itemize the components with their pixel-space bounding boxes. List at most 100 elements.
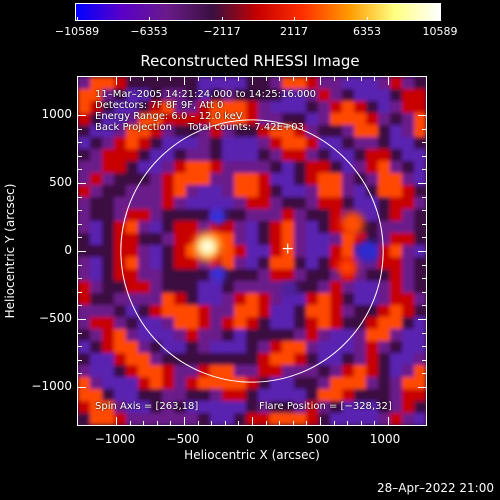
image-pixel xyxy=(102,89,114,101)
image-pixel xyxy=(354,185,366,197)
image-pixel xyxy=(390,185,402,197)
emission-source xyxy=(210,209,227,226)
x-axis-tick xyxy=(333,77,335,81)
image-pixel xyxy=(162,185,174,197)
image-pixel xyxy=(270,305,282,317)
y-axis-tick xyxy=(78,237,82,239)
image-pixel xyxy=(306,161,318,173)
image-pixel xyxy=(402,137,414,149)
image-pixel xyxy=(210,293,222,305)
x-tick-label: 0 xyxy=(246,432,254,446)
image-pixel xyxy=(378,401,390,413)
image-pixel xyxy=(366,281,378,293)
image-pixel xyxy=(390,89,402,101)
image-pixel xyxy=(126,113,138,125)
image-pixel xyxy=(174,209,186,221)
colorbar-tick xyxy=(367,17,368,21)
image-pixel xyxy=(318,161,330,173)
image-pixel xyxy=(234,377,246,389)
image-pixel xyxy=(366,149,378,161)
image-pixel xyxy=(162,245,174,257)
emission-source xyxy=(202,241,213,252)
image-pixel xyxy=(234,149,246,161)
image-pixel xyxy=(222,77,234,89)
x-axis-tick xyxy=(143,421,145,425)
image-pixel xyxy=(246,101,258,113)
image-pixel xyxy=(318,137,330,149)
image-pixel xyxy=(90,365,102,377)
image-pixel xyxy=(342,377,354,389)
image-pixel xyxy=(126,161,138,173)
image-pixel xyxy=(114,353,126,365)
image-pixel xyxy=(306,185,318,197)
image-pixel xyxy=(150,221,162,233)
image-pixel xyxy=(162,209,174,221)
image-pixel xyxy=(282,377,294,389)
image-pixel xyxy=(162,401,174,413)
image-pixel xyxy=(102,389,114,401)
x-axis-tick xyxy=(224,421,226,425)
image-pixel xyxy=(282,77,294,89)
image-pixel xyxy=(102,185,114,197)
colorbar-tick-label: −2117 xyxy=(203,25,241,38)
image-pixel xyxy=(222,317,234,329)
image-pixel xyxy=(234,113,246,125)
image-pixel xyxy=(354,125,366,137)
image-pixel xyxy=(270,149,282,161)
image-pixel xyxy=(294,389,306,401)
image-pixel xyxy=(378,413,390,425)
image-pixel xyxy=(174,245,186,257)
image-pixel xyxy=(234,317,246,329)
image-pixel xyxy=(294,269,306,281)
image-pixel xyxy=(366,89,378,101)
image-pixel xyxy=(306,365,318,377)
image-pixel xyxy=(90,149,102,161)
image-pixel xyxy=(174,125,186,137)
x-axis-tick xyxy=(360,421,362,425)
image-pixel xyxy=(90,233,102,245)
image-pixel xyxy=(174,101,186,113)
image-pixel xyxy=(414,353,426,365)
y-tick-label: 0 xyxy=(64,243,72,257)
image-pixel xyxy=(330,401,342,413)
image-pixel xyxy=(186,305,198,317)
image-pixel xyxy=(78,209,90,221)
image-pixel xyxy=(198,389,210,401)
image-pixel xyxy=(258,149,270,161)
image-pixel xyxy=(282,149,294,161)
image-pixel xyxy=(210,389,222,401)
image-pixel xyxy=(222,245,234,257)
image-pixel xyxy=(390,413,402,425)
image-pixel xyxy=(414,149,426,161)
image-pixel xyxy=(414,221,426,233)
image-pixel xyxy=(90,305,102,317)
image-pixel xyxy=(414,137,426,149)
image-pixel xyxy=(402,173,414,185)
image-pixel xyxy=(126,221,138,233)
image-pixel xyxy=(138,113,150,125)
image-pixel xyxy=(390,173,402,185)
x-axis-tick xyxy=(292,77,294,81)
image-pixel xyxy=(390,257,402,269)
image-pixel xyxy=(378,365,390,377)
image-pixel xyxy=(390,389,402,401)
y-axis-tick xyxy=(422,237,426,239)
image-pixel xyxy=(222,413,234,425)
y-axis-tick xyxy=(78,155,82,157)
x-axis-tick xyxy=(279,421,281,425)
image-pixel xyxy=(390,401,402,413)
image-pixel xyxy=(210,413,222,425)
image-pixel xyxy=(186,377,198,389)
image-pixel xyxy=(342,101,354,113)
image-pixel xyxy=(78,293,90,305)
image-pixel xyxy=(390,329,402,341)
image-pixel xyxy=(114,305,126,317)
image-pixel xyxy=(102,281,114,293)
image-pixel xyxy=(366,341,378,353)
image-pixel xyxy=(174,173,186,185)
image-pixel xyxy=(90,113,102,125)
image-pixel xyxy=(402,113,414,125)
image-pixel xyxy=(402,365,414,377)
image-pixel xyxy=(78,305,90,317)
image-pixel xyxy=(186,77,198,89)
